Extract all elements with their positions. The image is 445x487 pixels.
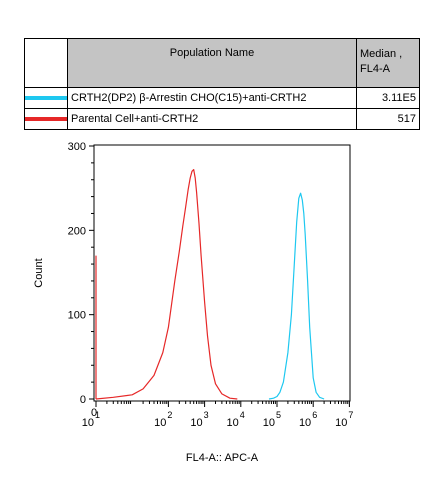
series-line-1: [268, 192, 325, 400]
x-tick-label-zero: 0: [91, 407, 97, 419]
x-tick-label-base: 10: [227, 417, 239, 429]
x-tick-label-exponent: 3: [204, 410, 209, 420]
series-line-2: [95, 169, 238, 400]
header-median-line1: Median ,: [360, 48, 403, 60]
legend-table: Population Name Median , FL4-A CRTH2(DP2)…: [24, 38, 420, 130]
y-axis: 0 100 200 300: [68, 141, 94, 406]
x-tick-label-exponent: 7: [348, 410, 353, 420]
y-axis-label: Count: [33, 258, 45, 287]
x-tick-label-base: 10: [190, 417, 202, 429]
x-tick-label-exponent: 6: [312, 410, 317, 420]
x-tick-label-base: 10: [263, 417, 275, 429]
series-group: [95, 169, 325, 400]
y-tick-label: 100: [68, 310, 86, 322]
x-tick-label-exponent: 2: [167, 410, 172, 420]
legend-swatch-header: [24, 38, 68, 88]
x-tick-label-base: 10: [82, 417, 94, 429]
y-tick-label: 0: [80, 394, 86, 406]
y-tick-label: 200: [68, 225, 86, 237]
legend-row-median: 517: [356, 108, 420, 130]
legend-swatch-red: [25, 117, 67, 121]
x-axis-label: FL4-A:: APC-A: [186, 452, 259, 464]
legend-swatch-cell: [24, 108, 68, 130]
legend-header-row: Population Name Median , FL4-A: [24, 38, 420, 88]
x-tick-label-base: 10: [154, 417, 166, 429]
legend-row: CRTH2(DP2) β-Arrestin CHO(C15)+anti-CRTH…: [24, 87, 420, 109]
x-tick-label-exponent: 5: [276, 410, 281, 420]
x-tick-label-exponent: 1: [95, 410, 100, 420]
legend-row-name: CRTH2(DP2) β-Arrestin CHO(C15)+anti-CRTH…: [67, 87, 357, 109]
header-median-line2: FL4-A: [360, 63, 390, 75]
legend-header-name: Population Name: [67, 38, 357, 88]
x-tick-label-base: 10: [335, 417, 347, 429]
x-tick-label-exponent: 4: [240, 410, 245, 420]
y-tick-label: 300: [68, 141, 86, 153]
legend-swatch-blue: [25, 96, 67, 100]
legend-header-median: Median , FL4-A: [356, 38, 420, 88]
legend-row-name: Parental Cell+anti-CRTH2: [67, 108, 357, 130]
x-tick-label-base: 10: [299, 417, 311, 429]
legend-row: Parental Cell+anti-CRTH2 517: [24, 108, 420, 130]
header-name-text: Population Name: [169, 47, 255, 59]
